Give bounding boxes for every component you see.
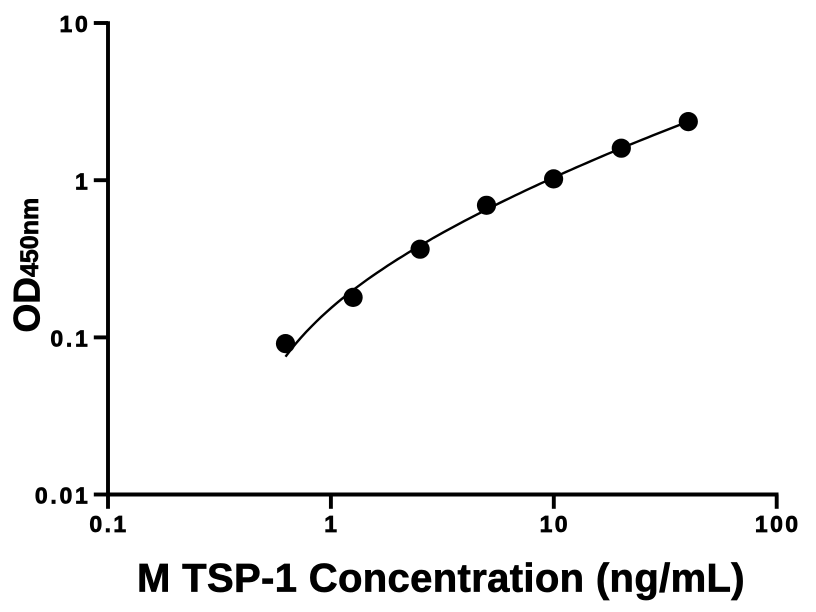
svg-text:0.01: 0.01 (35, 483, 91, 509)
svg-text:1: 1 (324, 511, 339, 537)
svg-text:0.1: 0.1 (50, 326, 90, 352)
svg-text:100: 100 (755, 511, 801, 537)
svg-text:10: 10 (60, 11, 91, 37)
svg-text:OD450nm: OD450nm (7, 198, 48, 333)
svg-text:M TSP-1 Concentration (ng/mL): M TSP-1 Concentration (ng/mL) (137, 556, 745, 600)
svg-text:1: 1 (75, 168, 91, 194)
svg-text:0.1: 0.1 (89, 511, 128, 537)
svg-text:10: 10 (540, 511, 570, 537)
